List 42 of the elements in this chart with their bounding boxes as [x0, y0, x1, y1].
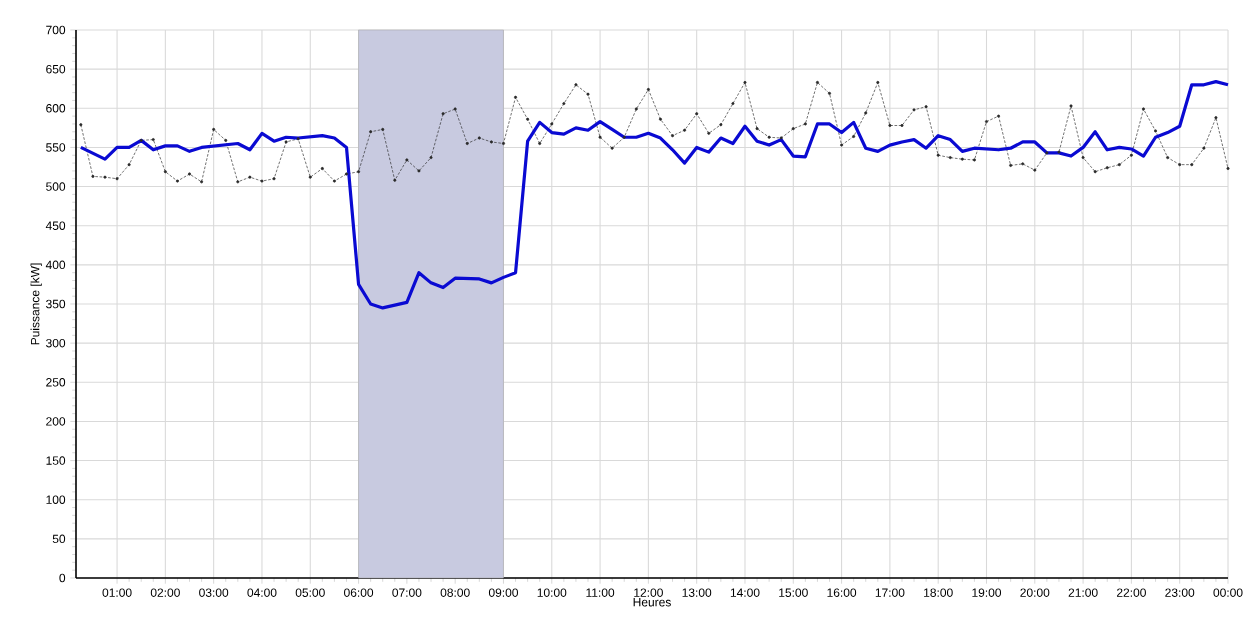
x-tick-label: 13:00: [682, 588, 712, 597]
y-tick-label: 250: [46, 378, 66, 387]
y-tick-label: 550: [46, 143, 66, 152]
x-tick-label: 16:00: [827, 588, 857, 597]
y-tick-label: 450: [45, 221, 66, 230]
y-tick-label: 700: [46, 25, 66, 35]
y-tick-label: 300: [46, 338, 66, 348]
y-axis-title: Puissance [kW]: [30, 263, 42, 345]
x-tick-label: 17:00: [875, 588, 905, 597]
x-tick-label: 05:00: [295, 588, 325, 597]
x-axis-title: Heures: [633, 598, 671, 607]
x-tick-label: 10:00: [537, 588, 567, 597]
x-tick-label: 23:00: [1165, 588, 1195, 597]
y-tick-label: 350: [46, 299, 66, 309]
y-tick-label: 200: [46, 417, 66, 426]
y-tick-label: 600: [46, 104, 66, 113]
x-tick-label: 00:00: [1213, 588, 1243, 597]
y-tick-label: 650: [46, 64, 66, 74]
x-tick-label: 06:00: [344, 588, 374, 597]
x-tick-label: 07:00: [392, 588, 422, 597]
line-series: [79, 80, 1230, 310]
x-tick-label: 08:00: [440, 588, 470, 597]
y-tick-label: 150: [46, 456, 66, 465]
x-tick-label: 18:00: [924, 588, 953, 597]
x-tick-label: 14:00: [730, 588, 760, 597]
x-tick-label: 20:00: [1020, 588, 1050, 597]
x-tick-label: 03:00: [199, 588, 229, 597]
y-tick-label: 0: [59, 573, 66, 583]
x-tick-label: 22:00: [1116, 588, 1146, 597]
x-tick-label: 01:00: [102, 588, 132, 597]
x-tick-label: 21:00: [1068, 588, 1098, 597]
x-tick-label: 12:00: [634, 588, 663, 597]
x-tick-label: 02:00: [150, 588, 180, 597]
y-tick-label: 400: [45, 260, 66, 270]
y-tick-label: 50: [52, 534, 66, 544]
x-tick-label: 11:00: [586, 588, 615, 597]
x-tick-label: 19:00: [972, 588, 1002, 597]
x-tick-label: 15:00: [779, 588, 808, 597]
x-tick-label: 04:00: [247, 588, 277, 597]
x-tick-label: 09:00: [488, 588, 519, 597]
y-tick-label: 100: [46, 495, 66, 504]
y-tick-label: 500: [46, 182, 66, 191]
